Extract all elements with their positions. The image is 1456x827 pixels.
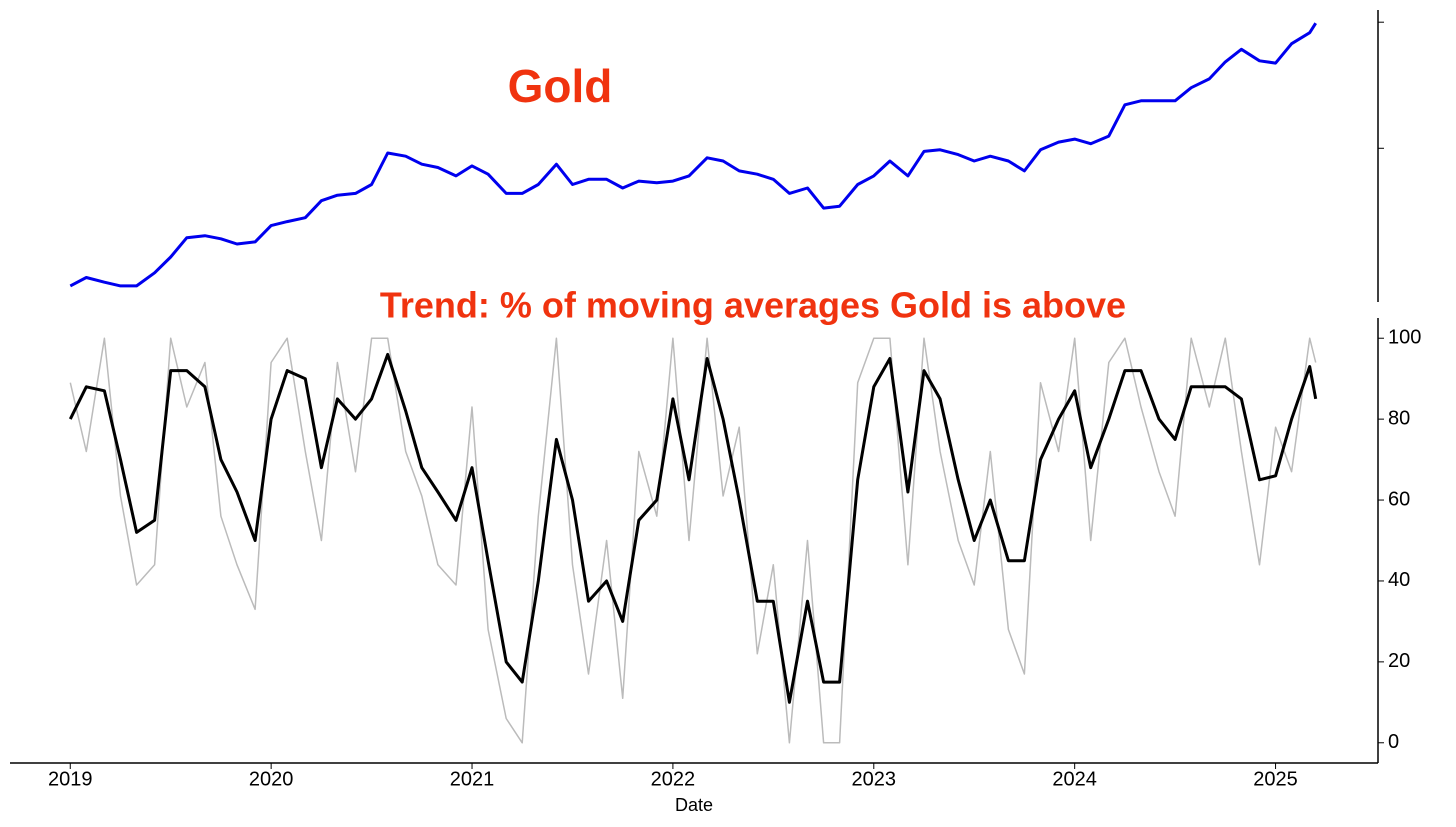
chart-title: Gold xyxy=(508,60,613,112)
y-tick-label: 0 xyxy=(1388,731,1399,753)
x-tick-label: 2020 xyxy=(249,768,294,790)
y-tick-label: 20 xyxy=(1388,650,1410,672)
x-tick-label: 2025 xyxy=(1253,768,1298,790)
y-tick-label: 80 xyxy=(1388,407,1410,429)
x-tick-label: 2023 xyxy=(852,768,897,790)
data-line xyxy=(68,352,1318,704)
x-tick-label: 2021 xyxy=(450,768,495,790)
data-line xyxy=(69,337,1317,744)
x-tick-label: 2024 xyxy=(1052,768,1097,790)
x-axis-label: Date xyxy=(675,795,713,815)
y-tick-label: 100 xyxy=(1388,327,1421,349)
x-tick-label: 2019 xyxy=(48,768,93,790)
y-tick-label: 60 xyxy=(1388,488,1410,510)
y-tick-label: 40 xyxy=(1388,569,1410,591)
x-tick-label: 2022 xyxy=(651,768,696,790)
chart-title: Trend: % of moving averages Gold is abov… xyxy=(380,285,1126,326)
data-line xyxy=(69,22,1317,288)
